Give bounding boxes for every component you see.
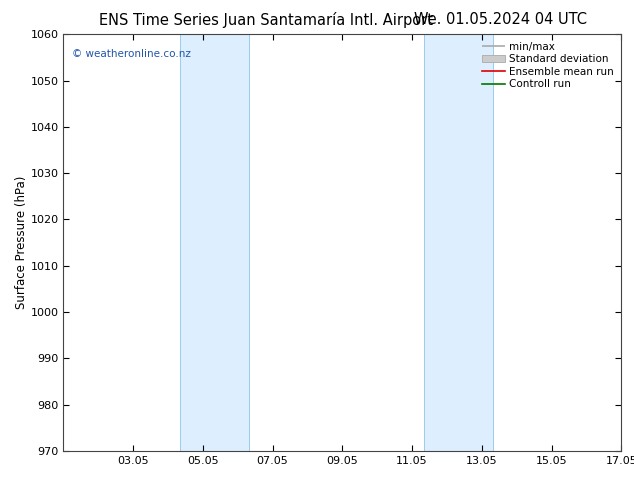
Legend: min/max, Standard deviation, Ensemble mean run, Controll run: min/max, Standard deviation, Ensemble me… [480,40,616,92]
Text: ENS Time Series Juan Santamaría Intl. Airport: ENS Time Series Juan Santamaría Intl. Ai… [100,12,433,28]
Y-axis label: Surface Pressure (hPa): Surface Pressure (hPa) [15,176,28,309]
Text: We. 01.05.2024 04 UTC: We. 01.05.2024 04 UTC [415,12,587,27]
Bar [424,34,493,451]
Bar [179,34,249,451]
Text: © weatheronline.co.nz: © weatheronline.co.nz [72,49,191,59]
